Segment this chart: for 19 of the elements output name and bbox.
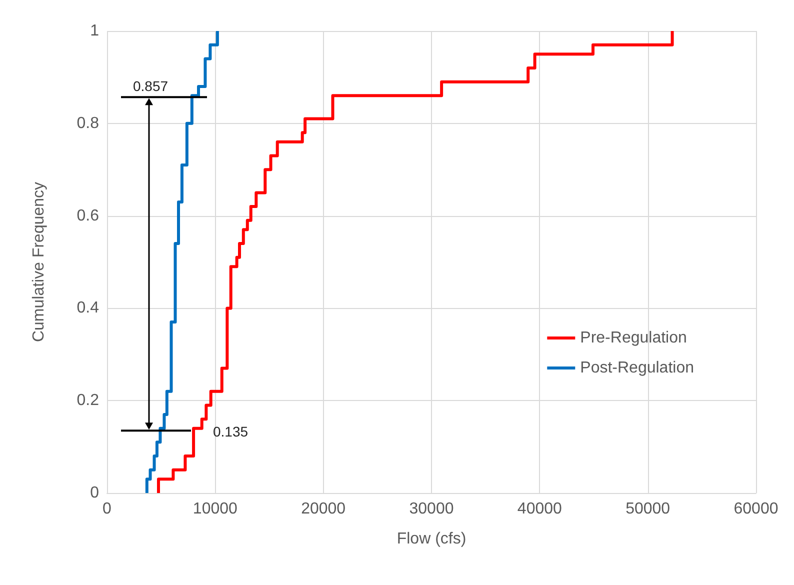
x-tick-label: 0 xyxy=(102,500,112,518)
legend-label: Pre-Regulation xyxy=(580,330,687,346)
legend-label: Post-Regulation xyxy=(580,360,694,376)
x-tick-label: 50000 xyxy=(626,500,670,518)
y-tick-label: 0 xyxy=(90,484,100,502)
ref-line-label: 0.857 xyxy=(133,78,168,94)
x-tick-label: 20000 xyxy=(301,500,346,518)
x-tick-label: 10000 xyxy=(192,500,238,518)
x-tick-label: 30000 xyxy=(409,500,454,518)
x-tick-label: 40000 xyxy=(517,500,562,518)
y-tick-label: 0.2 xyxy=(76,392,100,410)
ref-line-label: 0.135 xyxy=(213,424,248,440)
y-axis-title: Cumulative Frequency xyxy=(30,182,48,342)
y-tick-label: 1 xyxy=(90,22,100,40)
y-tick-label: 0.8 xyxy=(76,114,100,132)
x-tick-label: 60000 xyxy=(734,500,778,518)
y-tick-label: 0.6 xyxy=(76,207,100,224)
y-tick-label: 0.4 xyxy=(76,300,100,317)
x-axis-title: Flow (cfs) xyxy=(396,530,466,548)
